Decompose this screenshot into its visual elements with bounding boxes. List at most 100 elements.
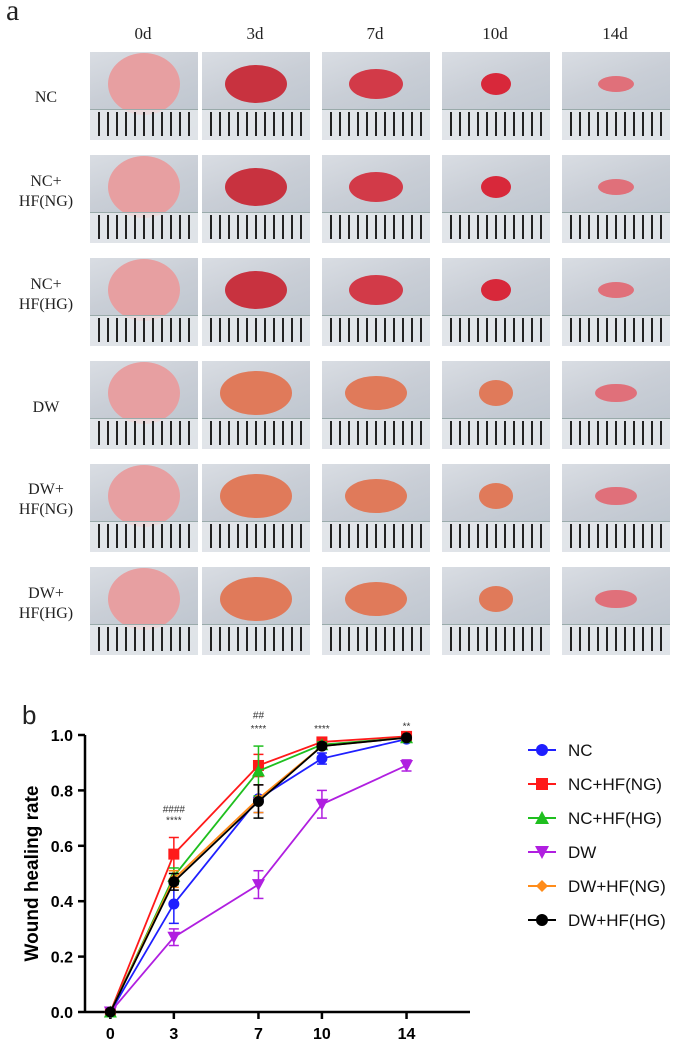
scale-ruler bbox=[90, 212, 198, 243]
significance-label: ** bbox=[403, 721, 411, 732]
wound-photo bbox=[322, 258, 430, 346]
scale-ruler bbox=[322, 315, 430, 346]
data-point bbox=[168, 876, 180, 888]
y-axis-title: Wound healing rate bbox=[22, 786, 43, 962]
wound-area bbox=[595, 589, 637, 609]
wound-area bbox=[481, 73, 511, 95]
y-tick-label: 1.0 bbox=[51, 728, 73, 745]
group-row-label-line: NC+ bbox=[30, 173, 62, 190]
wound-photo bbox=[202, 155, 310, 243]
ruler-ticks bbox=[570, 421, 662, 445]
wound-photo bbox=[442, 361, 550, 449]
scale-ruler bbox=[202, 109, 310, 140]
ruler-ticks bbox=[98, 112, 190, 136]
data-point bbox=[316, 753, 328, 765]
data-point bbox=[400, 759, 414, 772]
wound-area bbox=[478, 380, 514, 406]
scale-ruler bbox=[442, 418, 550, 449]
group-row-label: DW+ HF(NG) bbox=[0, 480, 92, 520]
significance-label: **** bbox=[251, 724, 267, 735]
wound-area bbox=[349, 69, 403, 99]
day-label: 7d bbox=[366, 24, 384, 43]
wound-photo bbox=[322, 567, 430, 655]
wound-area bbox=[220, 474, 292, 518]
group-row-label-line: DW+ bbox=[28, 585, 64, 602]
wound-area bbox=[349, 172, 403, 202]
ruler-ticks bbox=[210, 524, 302, 548]
panel-b-label: b bbox=[22, 700, 37, 730]
scale-ruler bbox=[442, 212, 550, 243]
data-point bbox=[251, 764, 265, 777]
x-tick-label: 0 bbox=[106, 1026, 115, 1043]
group-row-label: DW+ HF(HG) bbox=[0, 584, 92, 624]
wound-area bbox=[108, 259, 180, 321]
wound-photo bbox=[442, 464, 550, 552]
wound-area bbox=[598, 179, 634, 195]
ruler-ticks bbox=[330, 318, 422, 342]
wound-area bbox=[108, 568, 180, 630]
group-row-label-line: DW bbox=[32, 399, 60, 416]
wound-photo bbox=[562, 464, 670, 552]
group-row-label: NC bbox=[0, 88, 92, 108]
data-point bbox=[168, 848, 180, 860]
wound-photo bbox=[90, 155, 198, 243]
ruler-ticks bbox=[570, 627, 662, 651]
wound-photo bbox=[442, 52, 550, 140]
wound-photo bbox=[562, 258, 670, 346]
ruler-ticks bbox=[450, 318, 542, 342]
wound-area bbox=[225, 271, 287, 309]
scale-ruler bbox=[442, 521, 550, 552]
scale-ruler bbox=[562, 418, 670, 449]
wound-area bbox=[225, 168, 287, 206]
wound-area bbox=[481, 176, 511, 198]
data-point bbox=[536, 744, 548, 756]
ruler-ticks bbox=[570, 318, 662, 342]
group-row-label-line: HF(HG) bbox=[18, 605, 74, 622]
group-row-label: NC+ HF(NG) bbox=[0, 172, 92, 212]
y-tick-label: 0.4 bbox=[51, 894, 73, 911]
wound-photo bbox=[202, 52, 310, 140]
wound-photo bbox=[322, 52, 430, 140]
group-row-label-line: NC+ bbox=[30, 276, 62, 293]
data-point bbox=[315, 798, 329, 811]
wound-area bbox=[220, 577, 292, 621]
wound-healing-chart: 0.00.20.40.60.81.00371014Time (Days)Woun… bbox=[22, 710, 666, 1053]
panel-a-label: a bbox=[6, 0, 20, 27]
data-point bbox=[251, 879, 265, 892]
scale-ruler bbox=[90, 418, 198, 449]
data-point bbox=[536, 914, 548, 926]
ruler-ticks bbox=[98, 421, 190, 445]
group-row-label-line: HF(HG) bbox=[18, 296, 74, 313]
ruler-ticks bbox=[330, 215, 422, 239]
wound-area bbox=[595, 486, 637, 506]
wound-photo bbox=[562, 155, 670, 243]
significance-label: ## bbox=[253, 710, 265, 721]
ruler-ticks bbox=[210, 112, 302, 136]
day-label: 10d bbox=[482, 24, 508, 43]
scale-ruler bbox=[562, 109, 670, 140]
wound-photo bbox=[90, 567, 198, 655]
x-tick-label: 3 bbox=[169, 1026, 178, 1043]
scale-ruler bbox=[322, 212, 430, 243]
wound-area bbox=[344, 581, 408, 617]
ruler-ticks bbox=[570, 524, 662, 548]
wound-photo bbox=[90, 52, 198, 140]
wound-area bbox=[108, 156, 180, 218]
data-point bbox=[536, 778, 548, 790]
wound-photo bbox=[90, 464, 198, 552]
scale-ruler bbox=[202, 418, 310, 449]
ruler-ticks bbox=[210, 421, 302, 445]
data-point bbox=[535, 846, 549, 859]
x-tick-label: 7 bbox=[254, 1026, 263, 1043]
ruler-ticks bbox=[330, 421, 422, 445]
wound-area bbox=[478, 483, 514, 509]
ruler-ticks bbox=[98, 627, 190, 651]
wound-photo bbox=[90, 258, 198, 346]
wound-photo bbox=[442, 567, 550, 655]
wound-area bbox=[344, 478, 408, 514]
x-tick-label: 10 bbox=[313, 1026, 331, 1043]
y-tick-label: 0.8 bbox=[51, 783, 73, 800]
ruler-ticks bbox=[210, 215, 302, 239]
data-point bbox=[535, 811, 549, 824]
scale-ruler bbox=[322, 521, 430, 552]
